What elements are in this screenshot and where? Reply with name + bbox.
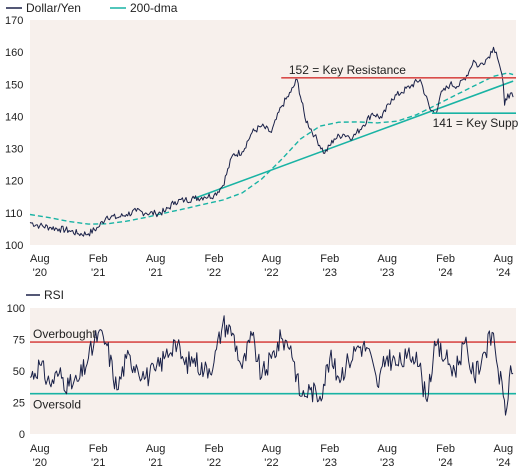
price-x-tick-month: Aug <box>377 253 397 265</box>
series-rsi-line <box>29 315 514 416</box>
rsi-y-tick-label: 100 <box>7 303 25 315</box>
rsi-x-tick-year: '20 <box>33 457 47 469</box>
price-x-tick-year: '23 <box>323 267 337 279</box>
rsi-x-tick-month: Aug <box>30 443 50 455</box>
price-x-tick-year: '21 <box>91 267 105 279</box>
price-y-axis: 100 110 120 130 140 150 160 170 <box>5 15 23 252</box>
support-label-background <box>431 116 516 131</box>
rsi-x-tick-month: Feb <box>89 443 108 455</box>
legend-label-200-dma: 200-dma <box>130 1 178 15</box>
price-x-tick-year: '22 <box>264 267 278 279</box>
price-y-tick-label: 170 <box>5 15 23 27</box>
series-200-dma-line <box>29 72 514 225</box>
rsi-y-tick-label: 25 <box>13 398 25 410</box>
price-x-tick-year: '20 <box>33 267 47 279</box>
rsi-x-tick-year: '23 <box>380 457 394 469</box>
rsi-x-tick-year: '21 <box>148 457 162 469</box>
trendline <box>194 80 514 200</box>
oversold-label: Oversold <box>33 398 81 412</box>
rsi-y-axis: 0 25 50 75 100 <box>7 303 25 441</box>
price-y-tick-label: 110 <box>5 208 23 220</box>
rsi-x-tick-month: Feb <box>320 443 339 455</box>
price-y-tick-label: 150 <box>5 79 23 91</box>
rsi-legend: RSI <box>26 288 64 302</box>
resistance-label: 152 = Key Resistance <box>289 63 406 77</box>
rsi-x-tick-year: '24 <box>438 457 452 469</box>
rsi-x-tick-month: Feb <box>205 443 224 455</box>
price-x-tick-year: '22 <box>207 267 221 279</box>
price-x-tick-month: Feb <box>89 253 108 265</box>
rsi-x-tick-year: '22 <box>207 457 221 469</box>
price-series <box>29 46 514 237</box>
price-plot-background <box>30 20 516 245</box>
price-annotations: 152 = Key Resistance 141 = Key Support <box>281 63 518 131</box>
price-x-tick-month: Feb <box>320 253 339 265</box>
rsi-x-tick-month: Aug <box>377 443 397 455</box>
price-x-tick-year: '24 <box>496 267 510 279</box>
overbought-label: Overbought <box>33 327 96 341</box>
price-x-tick-year: '21 <box>148 267 162 279</box>
legend-label-dollar-yen: Dollar/Yen <box>26 1 81 15</box>
price-y-tick-label: 160 <box>5 47 23 59</box>
price-x-tick-month: Aug <box>494 253 514 265</box>
series-dollar-yen-line <box>29 46 514 237</box>
price-x-tick-year: '23 <box>380 267 394 279</box>
price-x-axis: Aug '20 Feb '21 Aug '21 Feb '22 Aug '22 Feb '23 Aug '… <box>30 253 513 279</box>
price-y-tick-label: 100 <box>5 240 23 252</box>
price-x-tick-month: Aug <box>262 253 282 265</box>
price-chart: Dollar/Yen 200-dma 100 110 120 130 140 150 160… <box>5 1 518 279</box>
rsi-x-axis: Aug '20 Feb '21 Aug '21 Feb '22 Aug '22 Feb '23 Aug '… <box>30 443 513 469</box>
rsi-x-tick-year: '21 <box>91 457 105 469</box>
rsi-x-tick-month: Aug <box>146 443 166 455</box>
price-y-tick-label: 130 <box>5 144 23 156</box>
rsi-y-tick-label: 50 <box>13 366 25 378</box>
support-label: 141 = Key Support <box>433 116 518 130</box>
price-x-tick-month: Feb <box>205 253 224 265</box>
rsi-x-tick-year: '22 <box>264 457 278 469</box>
rsi-x-tick-month: Feb <box>436 443 455 455</box>
rsi-x-tick-year: '23 <box>323 457 337 469</box>
legend-label-rsi: RSI <box>44 288 64 302</box>
price-y-tick-label: 120 <box>5 176 23 188</box>
price-x-tick-month: Aug <box>30 253 50 265</box>
price-x-tick-year: '24 <box>438 267 452 279</box>
rsi-y-tick-label: 75 <box>13 335 25 347</box>
rsi-series: Overbought Oversold <box>29 315 514 416</box>
rsi-x-tick-month: Aug <box>494 443 514 455</box>
price-y-tick-label: 140 <box>5 111 23 123</box>
price-x-tick-month: Aug <box>146 253 166 265</box>
price-x-tick-month: Feb <box>436 253 455 265</box>
rsi-x-tick-month: Aug <box>262 443 282 455</box>
price-legend: Dollar/Yen 200-dma <box>6 1 178 15</box>
rsi-y-tick-label: 0 <box>19 429 25 441</box>
rsi-plot-background <box>30 308 516 434</box>
rsi-x-tick-year: '24 <box>496 457 510 469</box>
